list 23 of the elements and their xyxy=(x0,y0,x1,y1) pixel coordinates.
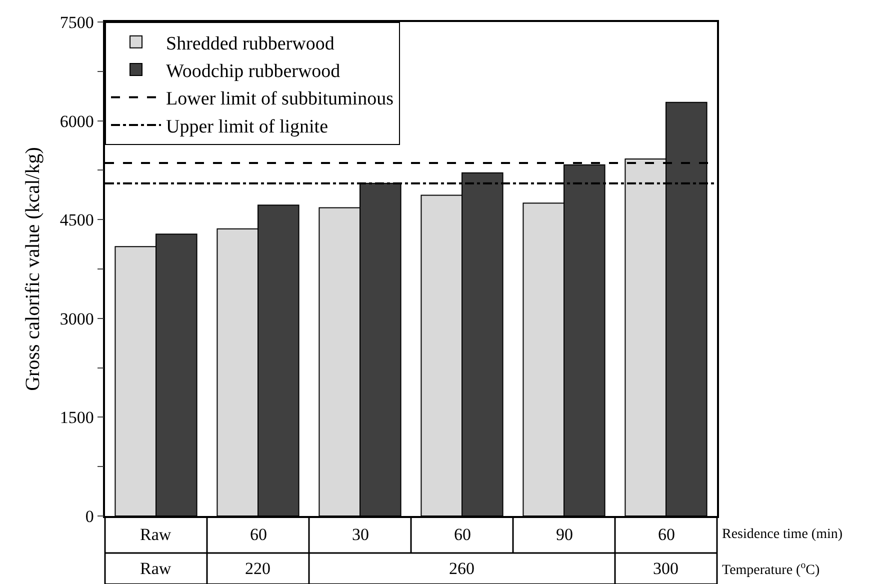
x-tick-label: 60 xyxy=(454,525,471,544)
y-tick-label: 3000 xyxy=(60,309,94,328)
y-tick-label: 6000 xyxy=(60,112,94,131)
y-tick-label: 0 xyxy=(85,506,94,526)
x-tick-label: 60 xyxy=(658,525,675,544)
legend-label: Lower limit of subbituminous xyxy=(166,88,394,110)
legend-label: Shredded rubberwood xyxy=(166,33,335,54)
x-tick-label: 90 xyxy=(556,525,573,544)
x-tick-label: 30 xyxy=(352,525,369,544)
text: 300 xyxy=(653,559,678,578)
text: Raw xyxy=(140,559,172,578)
text: 260 xyxy=(449,559,474,578)
x-axis-title: Residence time (min) xyxy=(722,527,843,542)
text: Temperature ($^{o}$C) xyxy=(722,560,820,578)
text: 220 xyxy=(245,559,270,578)
y-axis-title: Gross calorific value (kcal/kg) xyxy=(22,147,44,391)
x-tick-label: 60 xyxy=(250,525,267,544)
x-tick-label: Raw xyxy=(140,525,172,544)
legend-label: Woodchip rubberwood xyxy=(166,60,341,82)
y-tick-label: 7500 xyxy=(60,12,94,32)
y-tick-label: 4500 xyxy=(60,210,94,230)
y-tick-label: 1500 xyxy=(60,408,94,428)
legend-label: Upper limit of lignite xyxy=(166,116,328,138)
